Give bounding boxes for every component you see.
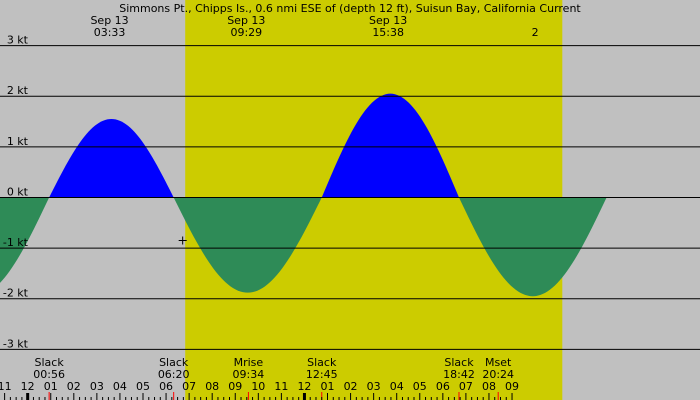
- event-time-1: 06:20: [158, 368, 190, 381]
- x-tick-label-2: 01: [44, 380, 58, 393]
- x-tick-label-19: 06: [436, 380, 450, 393]
- y-tick-label: 0 kt: [7, 185, 29, 198]
- x-tick-label-5: 04: [113, 380, 127, 393]
- y-tick-label: 2 kt: [7, 84, 29, 97]
- x-tick-label-3: 02: [67, 380, 81, 393]
- peak-time-0: 03:33: [94, 26, 126, 39]
- event-name-4: Slack: [444, 356, 474, 369]
- x-tick-label-21: 08: [482, 380, 496, 393]
- chart-title: Simmons Pt., Chipps Is., 0.6 nmi ESE of …: [119, 2, 581, 15]
- flood-area-0: [49, 118, 174, 198]
- event-time-2: 09:34: [233, 368, 265, 381]
- ebb-area-3: [458, 197, 607, 297]
- y-tick-label: 1 kt: [7, 135, 29, 148]
- event-name-3: Slack: [307, 356, 337, 369]
- x-tick-label-14: 01: [321, 380, 335, 393]
- x-tick-label-11: 10: [251, 380, 265, 393]
- event-time-0: 00:56: [33, 368, 65, 381]
- x-tick-label-13: 12: [297, 380, 311, 393]
- flood-area-2: [321, 93, 459, 198]
- x-tick-label-9: 08: [205, 380, 219, 393]
- slack-moon-events: Slack00:56Slack06:20Mrise09:34Slack12:45…: [33, 356, 514, 400]
- event-time-5: 20:24: [482, 368, 514, 381]
- peak-time-1: 09:29: [230, 26, 262, 39]
- x-tick-label-10: 09: [228, 380, 242, 393]
- x-axis: 11 12 01 02 03 04 05 06 07 08 09 10 11 12 01 02 03 04 05 06…: [0, 380, 519, 400]
- peak-date-2: Sep 13: [369, 14, 407, 27]
- peak-date-0: Sep 13: [90, 14, 128, 27]
- x-tick-label-12: 11: [274, 380, 288, 393]
- current-fills: [0, 93, 607, 297]
- event-name-5: Mset: [485, 356, 512, 369]
- x-tick-label-4: 03: [90, 380, 104, 393]
- peak-time-2: 15:38: [372, 26, 404, 39]
- x-tick-label-18: 05: [413, 380, 427, 393]
- event-name-2: Mrise: [234, 356, 264, 369]
- current-time-marker: [178, 236, 187, 245]
- peak-time-3: 2: [532, 26, 539, 39]
- event-time-3: 12:45: [306, 368, 338, 381]
- event-name-1: Slack: [159, 356, 189, 369]
- x-tick-label-16: 03: [367, 380, 381, 393]
- x-tick-label-7: 06: [159, 380, 173, 393]
- peak-date-1: Sep 13: [227, 14, 265, 27]
- ebb-area-4: [0, 197, 50, 283]
- y-tick-label: -1 kt: [3, 236, 29, 249]
- event-name-0: Slack: [35, 356, 65, 369]
- ebb-area-1: [173, 197, 322, 293]
- x-tick-label-20: 07: [459, 380, 473, 393]
- y-tick-label: -3 kt: [3, 337, 29, 350]
- x-tick-label-0: 11: [0, 380, 12, 393]
- y-gridlines: 3 kt 2 kt 1 kt 0 kt -1 kt -2 kt -3 kt: [0, 34, 700, 350]
- y-tick-label: -2 kt: [3, 287, 29, 300]
- x-tick-label-15: 02: [344, 380, 358, 393]
- y-tick-label: 3 kt: [7, 34, 29, 47]
- x-tick-label-22: 09: [505, 380, 519, 393]
- x-tick-label-8: 07: [182, 380, 196, 393]
- x-tick-label-6: 05: [136, 380, 150, 393]
- event-time-4: 18:42: [443, 368, 475, 381]
- x-tick-label-17: 04: [390, 380, 404, 393]
- x-tick-label-1: 12: [21, 380, 35, 393]
